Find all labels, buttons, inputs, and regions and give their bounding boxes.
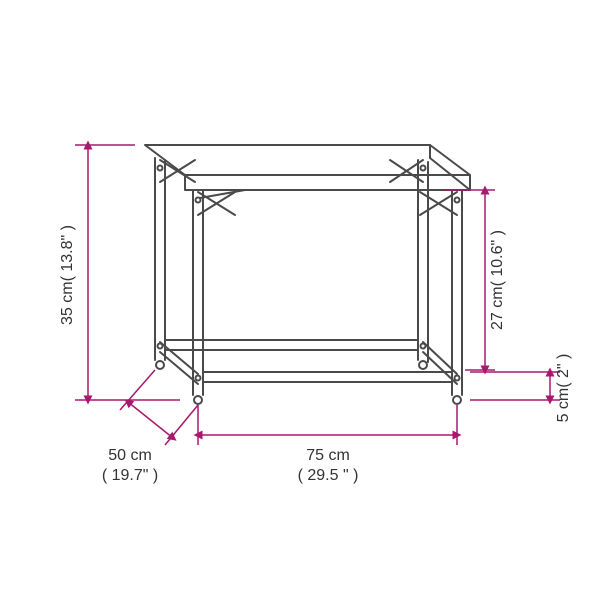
dim-clearance: [470, 372, 560, 400]
height-in: ( 13.8" ): [59, 225, 76, 281]
dim-depth: [120, 370, 198, 445]
height-cm: 35 cm: [59, 281, 76, 325]
svg-text:5 cm( 2" ): 5 cm( 2" ): [555, 354, 572, 423]
svg-text:27 cm( 10.6" ): 27 cm( 10.6" ): [489, 230, 506, 330]
svg-text:75 cm: 75 cm: [306, 447, 350, 464]
svg-text:35 cm( 13.8" ): 35 cm( 13.8" ): [59, 225, 76, 325]
dimension-labels: 35 cm( 13.8" ) 27 cm( 10.6" ) 5 cm( 2" )…: [59, 225, 572, 484]
shelf-cm: 27 cm: [489, 286, 506, 330]
table-illustration: [145, 145, 470, 404]
svg-text:( 29.5 " ): ( 29.5 " ): [298, 467, 359, 484]
dim-width: [198, 405, 457, 445]
svg-text:50 cm: 50 cm: [108, 447, 152, 464]
depth-in: ( 19.7" ): [102, 467, 158, 484]
svg-text:( 19.7" ): ( 19.7" ): [102, 467, 158, 484]
dimension-diagram: 35 cm( 13.8" ) 27 cm( 10.6" ) 5 cm( 2" )…: [0, 0, 600, 600]
shelf-in: ( 10.6" ): [489, 230, 506, 286]
clear-cm: 5 cm: [555, 388, 572, 423]
clear-in: ( 2" ): [555, 354, 572, 388]
width-in: ( 29.5 " ): [298, 467, 359, 484]
width-cm: 75 cm: [306, 447, 350, 464]
depth-cm: 50 cm: [108, 447, 152, 464]
